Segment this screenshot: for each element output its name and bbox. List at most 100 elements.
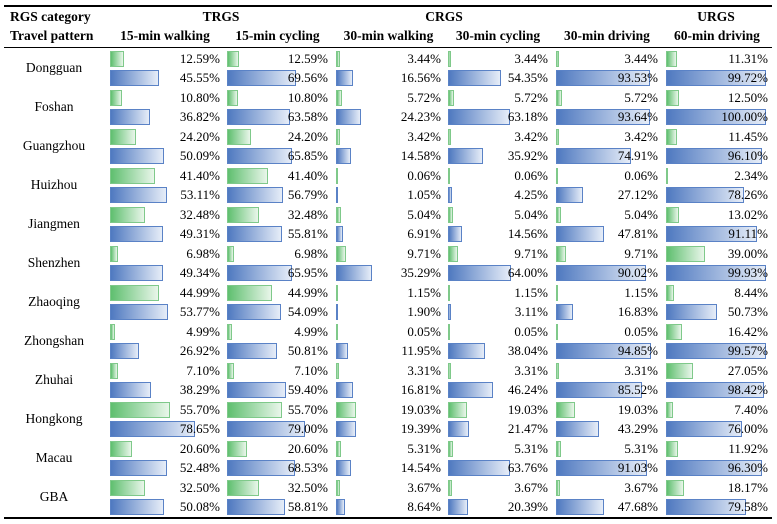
blue-bar xyxy=(336,304,338,320)
city-label: Zhuhai xyxy=(34,372,74,387)
blue-value: 59.40% xyxy=(287,382,328,397)
blue-value: 63.58% xyxy=(287,109,328,124)
green-bar xyxy=(448,51,451,67)
blue-bar xyxy=(448,148,483,164)
blue-value: 27.12% xyxy=(617,187,658,202)
green-bar xyxy=(336,168,338,184)
green-bar xyxy=(227,90,238,106)
table-cell: 5.72% xyxy=(334,88,443,107)
group-header-urgs: URGS xyxy=(697,9,735,24)
blue-value: 78.65% xyxy=(179,421,220,436)
green-value: 3.44% xyxy=(624,51,658,66)
blue-bar xyxy=(556,265,646,281)
table-cell: 3.44% xyxy=(446,49,550,68)
city-label: Macau xyxy=(35,450,73,465)
blue-value: 14.54% xyxy=(400,460,441,475)
table-cell: 19.03% xyxy=(446,400,550,419)
green-value: 16.42% xyxy=(727,324,768,339)
table-cell: 26.92% xyxy=(108,341,222,360)
blue-value: 16.81% xyxy=(400,382,441,397)
green-value: 3.44% xyxy=(407,51,441,66)
green-bar xyxy=(556,51,559,67)
table-cell: 36.82% xyxy=(108,107,222,126)
blue-bar xyxy=(666,460,762,476)
green-value: 5.72% xyxy=(624,90,658,105)
blue-value: 96.30% xyxy=(727,460,768,475)
blue-bar xyxy=(110,187,167,203)
blue-value: 64.00% xyxy=(507,265,548,280)
blue-value: 93.53% xyxy=(617,70,658,85)
rgs-category-label: RGS category xyxy=(10,9,91,24)
green-value: 24.20% xyxy=(179,129,220,144)
blue-value: 100.00% xyxy=(721,109,768,124)
green-value: 10.80% xyxy=(287,90,328,105)
table-cell: 0.05% xyxy=(446,322,550,341)
blue-value: 55.81% xyxy=(287,226,328,241)
table-cell: 19.39% xyxy=(334,419,443,438)
blue-bar xyxy=(666,265,766,281)
blue-value: 45.55% xyxy=(179,70,220,85)
green-bar xyxy=(448,363,451,379)
blue-bar xyxy=(448,343,485,359)
blue-bar xyxy=(336,382,353,398)
green-value: 4.99% xyxy=(294,324,328,339)
blue-bar xyxy=(110,226,163,242)
green-value: 5.31% xyxy=(407,441,441,456)
blue-bar xyxy=(556,109,650,125)
table-cell: 7.10% xyxy=(225,361,330,380)
table-cell: 4.25% xyxy=(446,185,550,204)
table-cell: 21.47% xyxy=(446,419,550,438)
blue-bar xyxy=(556,421,599,437)
blue-value: 24.23% xyxy=(400,109,441,124)
blue-value: 58.81% xyxy=(287,499,328,514)
green-bar xyxy=(336,324,338,340)
green-bar xyxy=(227,363,234,379)
green-value: 7.40% xyxy=(734,402,768,417)
table-cell: 53.77% xyxy=(108,302,222,321)
green-bar xyxy=(556,90,562,106)
green-value: 3.42% xyxy=(407,129,441,144)
blue-bar xyxy=(666,226,757,242)
blue-value: 65.95% xyxy=(287,265,328,280)
green-value: 3.31% xyxy=(624,363,658,378)
blue-value: 91.03% xyxy=(617,460,658,475)
green-bar xyxy=(110,207,145,223)
green-bar xyxy=(110,480,145,496)
table-cell: 41.40% xyxy=(225,166,330,185)
green-value: 44.99% xyxy=(179,285,220,300)
green-bar xyxy=(556,129,559,145)
blue-value: 91.11% xyxy=(728,226,768,241)
pattern-header: 15-min walking xyxy=(120,28,210,43)
green-bar xyxy=(666,51,677,67)
blue-value: 50.08% xyxy=(179,499,220,514)
table-cell: 79.58% xyxy=(664,497,770,516)
table-cell: 5.31% xyxy=(446,439,550,458)
blue-bar xyxy=(666,304,717,320)
group-header-trgs: TRGS xyxy=(202,9,240,24)
table-cell: 99.93% xyxy=(664,263,770,282)
table-cell: 78.26% xyxy=(664,185,770,204)
green-value: 20.60% xyxy=(287,441,328,456)
green-value: 5.04% xyxy=(514,207,548,222)
blue-value: 53.77% xyxy=(179,304,220,319)
blue-value: 4.25% xyxy=(514,187,548,202)
table-cell: 65.95% xyxy=(225,263,330,282)
table-cell: 50.08% xyxy=(108,497,222,516)
green-value: 0.06% xyxy=(407,168,441,183)
table-cell: 5.04% xyxy=(446,205,550,224)
blue-bar xyxy=(666,499,746,515)
table-cell: 24.20% xyxy=(108,127,222,146)
green-value: 3.31% xyxy=(407,363,441,378)
table-cell: 53.11% xyxy=(108,185,222,204)
table-cell: 12.59% xyxy=(225,49,330,68)
blue-value: 1.05% xyxy=(407,187,441,202)
blue-bar xyxy=(227,148,292,164)
green-bar xyxy=(448,90,454,106)
table-cell: 35.92% xyxy=(446,146,550,165)
green-bar xyxy=(336,480,340,496)
green-bar xyxy=(448,246,458,262)
blue-bar xyxy=(336,187,338,203)
table-cell: 11.45% xyxy=(664,127,770,146)
table-cell: 93.53% xyxy=(554,68,660,87)
table-cell: 50.81% xyxy=(225,341,330,360)
